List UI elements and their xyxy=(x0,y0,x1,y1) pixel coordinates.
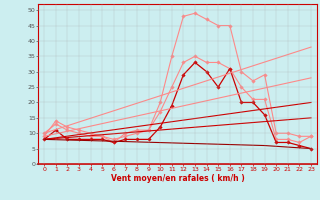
X-axis label: Vent moyen/en rafales ( km/h ): Vent moyen/en rafales ( km/h ) xyxy=(111,174,244,183)
